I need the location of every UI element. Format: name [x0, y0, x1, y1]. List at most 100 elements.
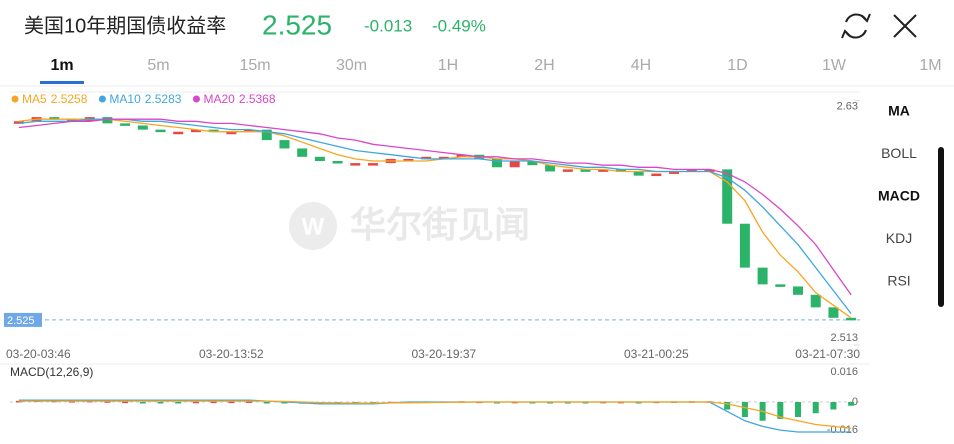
watermark-logo: W: [302, 213, 325, 240]
legend-name: MA20: [203, 92, 235, 106]
tab[interactable]: 1H: [438, 57, 458, 74]
dea-line: [18, 400, 852, 429]
macd-tick-label: 0: [852, 396, 858, 408]
candle: [775, 284, 786, 287]
macd-bar: [228, 401, 235, 404]
candle: [686, 169, 697, 172]
candle: [208, 129, 219, 133]
candle: [651, 173, 662, 177]
tab[interactable]: 15m: [239, 57, 270, 74]
tab[interactable]: 1M: [919, 57, 941, 74]
tab[interactable]: 1D: [727, 57, 747, 74]
macd-bar: [529, 402, 536, 404]
current-price-label: 2.525: [7, 315, 35, 327]
candle: [739, 223, 750, 268]
change: -0.013: [364, 16, 412, 35]
macd-bar: [724, 402, 731, 410]
macd-bar: [547, 402, 554, 404]
candle: [810, 294, 821, 308]
macd-bar: [582, 402, 589, 404]
candle: [13, 121, 24, 124]
candle: [562, 169, 573, 172]
tab[interactable]: 1W: [822, 57, 847, 74]
macd-tick-label: 0.016: [830, 366, 858, 378]
candle: [580, 169, 591, 172]
candle: [403, 158, 414, 162]
candle: [757, 267, 768, 285]
x-tick-label: 03-20-03:46: [6, 347, 71, 361]
macd-bar: [564, 402, 571, 404]
tab[interactable]: 1m: [50, 57, 73, 74]
candle: [332, 161, 343, 164]
candle: [456, 154, 467, 158]
macd-bar: [139, 402, 146, 404]
change-pct: -0.49%: [432, 16, 486, 35]
current-price-tag: [4, 312, 42, 327]
macd-bar: [122, 401, 129, 404]
macd-bar: [830, 402, 837, 410]
candle: [314, 156, 325, 161]
candle: [633, 171, 644, 176]
candle: [226, 131, 237, 135]
legend-dot: [98, 95, 106, 103]
title: 美国10年期国债收益率: [24, 14, 226, 37]
x-tick-label: 03-21-00:25: [624, 347, 689, 361]
candle: [527, 161, 538, 166]
macd-bar: [104, 401, 111, 403]
ma-line: [18, 118, 852, 319]
legend-value: 2.5283: [145, 92, 182, 106]
side-menu: MA BOLL MACD KDJ RSI: [878, 103, 920, 289]
candle: [545, 165, 556, 172]
macd-bar: [848, 402, 855, 406]
candle: [828, 307, 839, 318]
candle: [598, 169, 609, 172]
macd-title: MACD(12,26,9): [10, 365, 93, 379]
candle: [438, 156, 449, 160]
side-menu-item[interactable]: BOLL: [881, 145, 917, 161]
legend-dot: [11, 95, 19, 103]
legend-value: 2.5258: [51, 92, 88, 106]
legend-name: MA10: [109, 92, 141, 106]
macd-bar: [210, 401, 217, 404]
chart: 2.513 2.63 2.525 03-20-03:46 03-20-13:52 03-2…: [0, 91, 870, 436]
scrollbar: [938, 147, 944, 307]
side-menu-item[interactable]: RSI: [887, 273, 910, 289]
macd-bar: [493, 402, 500, 404]
candle: [279, 140, 290, 149]
candle: [491, 158, 502, 168]
candle: [669, 171, 680, 174]
price: 2.525: [262, 9, 332, 40]
close-icon[interactable]: [893, 14, 917, 38]
macd-bar: [812, 402, 819, 414]
tab[interactable]: 2H: [534, 57, 554, 74]
tab[interactable]: 5m: [147, 57, 169, 74]
y-tick-label: 2.513: [830, 332, 858, 344]
watermark-text: 华尔街见闻: [350, 204, 530, 246]
macd-bar: [263, 402, 270, 404]
x-tick-label: 03-21-07:30: [795, 347, 860, 361]
tab[interactable]: 30m: [336, 57, 367, 74]
macd-bar: [192, 401, 199, 404]
macd-bar: [175, 402, 182, 404]
macd-bar: [741, 402, 748, 417]
candle: [261, 129, 272, 141]
macd-bar: [795, 402, 802, 417]
candle: [49, 117, 60, 120]
refresh-icon[interactable]: [841, 13, 871, 39]
watermark: W 华尔街见闻: [289, 202, 530, 250]
tab[interactable]: 4H: [631, 57, 651, 74]
macd-bar: [246, 401, 253, 403]
legend-name: MA5: [22, 92, 47, 106]
candle: [350, 163, 361, 166]
macd-bar: [635, 402, 642, 404]
ma-line: [18, 118, 852, 296]
candle: [509, 161, 520, 168]
side-menu-item[interactable]: KDJ: [886, 230, 912, 246]
candle: [722, 169, 733, 224]
side-menu-item[interactable]: MACD: [878, 188, 920, 204]
candle: [846, 317, 857, 321]
side-menu-item[interactable]: MA: [888, 103, 910, 119]
tabs: 1m 5m 15m 30m 1H 2H 4H 1D 1W 1M: [40, 57, 942, 84]
macd-bar: [281, 402, 288, 404]
